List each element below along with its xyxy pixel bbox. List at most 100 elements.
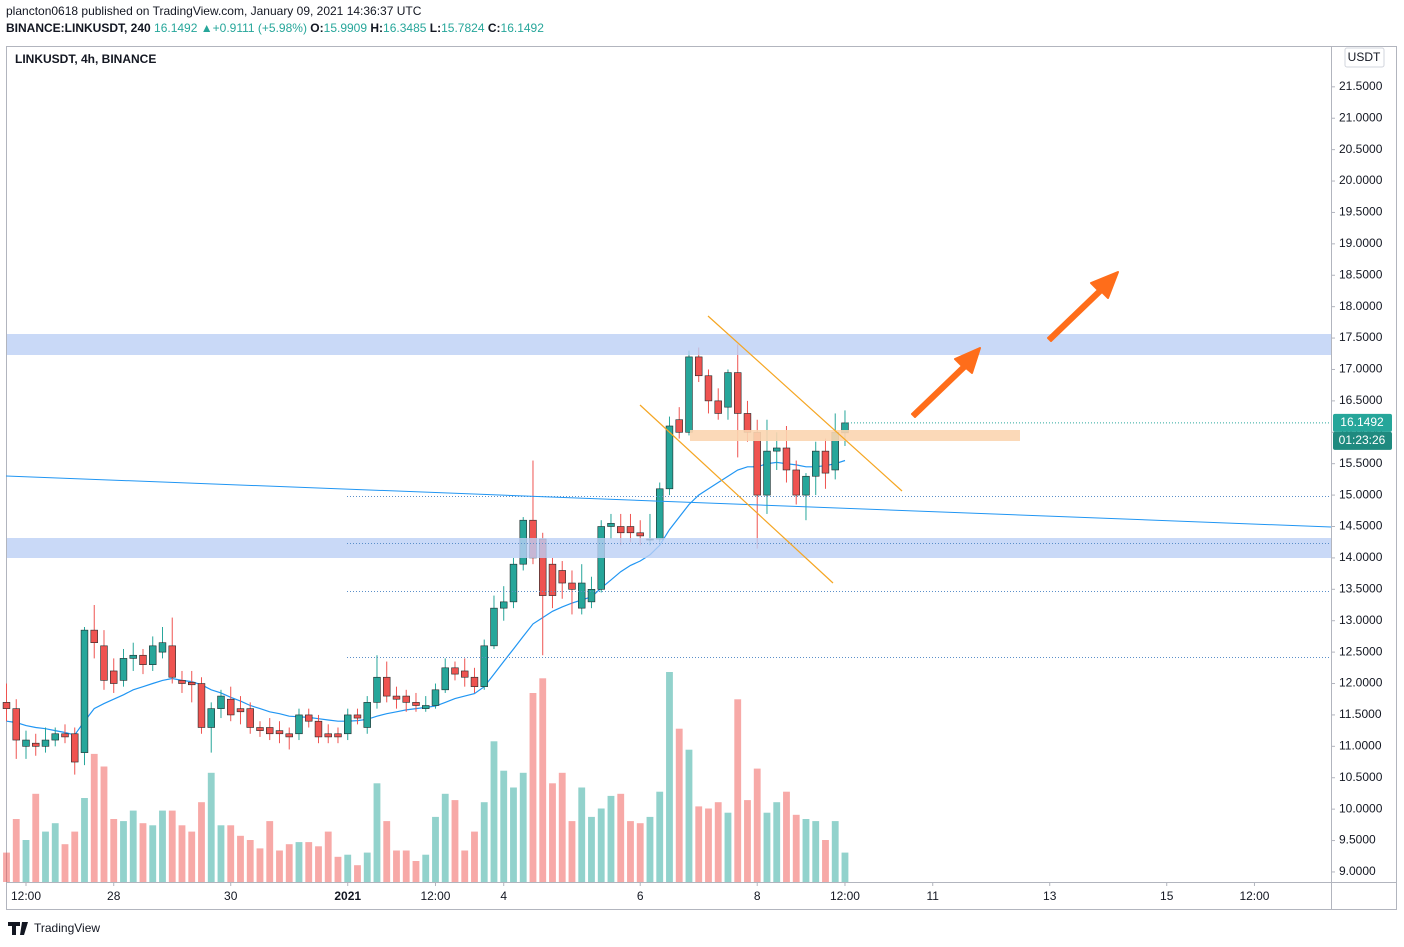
candle-body bbox=[470, 676, 479, 687]
candle-body bbox=[90, 629, 98, 643]
volume-bar bbox=[822, 840, 829, 882]
volume-bar bbox=[802, 819, 810, 882]
candle-body bbox=[2, 702, 11, 709]
x-tick-label: 4 bbox=[500, 889, 507, 903]
x-tick-label: 12:00 bbox=[830, 889, 860, 903]
y-tick-label: 12.5000 bbox=[1339, 644, 1383, 658]
volume-bar bbox=[295, 842, 303, 882]
candle-body bbox=[100, 645, 108, 681]
volume-bar bbox=[597, 808, 605, 882]
volume-bar bbox=[110, 819, 118, 882]
candle-body bbox=[792, 469, 800, 496]
x-tick-label: 6 bbox=[637, 889, 644, 903]
y-tick-label: 14.5000 bbox=[1339, 519, 1383, 533]
volume-bar bbox=[334, 856, 342, 882]
candle-body bbox=[178, 680, 186, 684]
chart-title: LINKUSDT, 4h, BINANCE bbox=[15, 52, 156, 66]
volume-bar bbox=[159, 810, 166, 882]
volume-bar bbox=[441, 793, 449, 882]
volume-bar bbox=[646, 816, 654, 882]
open-value: 15.9909 bbox=[324, 21, 368, 35]
candle-body bbox=[782, 447, 791, 471]
volume-bar bbox=[480, 802, 488, 882]
volume-bar bbox=[412, 861, 420, 882]
volume-bar bbox=[695, 806, 703, 882]
volume-bar bbox=[217, 825, 225, 882]
volume-bar bbox=[129, 810, 137, 882]
candle-body bbox=[490, 607, 498, 647]
candle-body bbox=[197, 683, 206, 728]
candle-body bbox=[373, 676, 381, 703]
candle-body bbox=[587, 589, 596, 603]
x-tick-label: 30 bbox=[224, 889, 238, 903]
y-tick-label: 11.5000 bbox=[1339, 707, 1382, 721]
candle-body bbox=[743, 413, 752, 433]
last-price: 16.1492 bbox=[154, 21, 198, 35]
candle-body bbox=[617, 526, 625, 534]
header: plancton0618 published on TradingView.co… bbox=[6, 4, 544, 35]
candle-body bbox=[158, 642, 167, 653]
change: +0.9111 (+5.98%) bbox=[213, 21, 307, 35]
h-key: H: bbox=[370, 21, 383, 35]
candle-body bbox=[480, 645, 488, 687]
volume-bar bbox=[529, 693, 537, 882]
candle-body bbox=[461, 670, 469, 678]
candle-body bbox=[402, 695, 410, 703]
candle-body bbox=[22, 739, 30, 747]
volume-bar bbox=[422, 854, 430, 882]
channel-lower bbox=[639, 404, 834, 584]
x-tick-label: 13 bbox=[1043, 889, 1057, 903]
candle-body bbox=[821, 450, 830, 474]
candle-body bbox=[305, 714, 313, 722]
x-tick-label: 12:00 bbox=[420, 889, 450, 903]
volume-bar bbox=[461, 850, 469, 882]
candle-body bbox=[578, 582, 586, 609]
y-tick-label: 10.0000 bbox=[1339, 801, 1383, 815]
x-tick-label: 28 bbox=[107, 889, 121, 903]
candle-body bbox=[344, 714, 352, 735]
volume-bar bbox=[256, 848, 264, 882]
breakout-zone bbox=[690, 430, 1020, 441]
channel-upper bbox=[707, 315, 903, 492]
symbol: BINANCE:LINKUSDT, 240 bbox=[6, 21, 151, 35]
volume-bar bbox=[207, 772, 215, 882]
volume-bar bbox=[81, 798, 88, 882]
volume-bar bbox=[831, 821, 839, 882]
volume-bar bbox=[168, 810, 176, 882]
y-tick-label: 12.0000 bbox=[1339, 676, 1383, 690]
volume-bar bbox=[246, 840, 254, 882]
y-tick-label: 13.0000 bbox=[1339, 613, 1383, 627]
brand: TradingView bbox=[34, 921, 100, 935]
volume-bar bbox=[227, 825, 235, 882]
volume-bar bbox=[363, 852, 371, 882]
candle-body bbox=[734, 372, 742, 414]
candle-body bbox=[665, 425, 674, 490]
candle-body bbox=[568, 582, 576, 590]
volume-bar bbox=[588, 816, 595, 882]
y-tick-label: 21.5000 bbox=[1339, 79, 1383, 93]
volume-bar bbox=[178, 825, 186, 882]
volume-bar bbox=[763, 812, 771, 882]
y-tick-label: 18.5000 bbox=[1339, 267, 1383, 281]
volume-bar bbox=[266, 821, 274, 882]
y-tick-label: 20.0000 bbox=[1339, 173, 1383, 187]
candle-body bbox=[168, 645, 176, 678]
candle-body bbox=[207, 708, 215, 728]
volume-bar bbox=[42, 831, 49, 882]
volume-bar bbox=[500, 770, 508, 882]
candle-body bbox=[675, 419, 683, 433]
y-tick-label: 19.5000 bbox=[1339, 205, 1383, 219]
candle-body bbox=[71, 733, 79, 763]
volume-bar bbox=[753, 768, 761, 882]
candle-body bbox=[763, 450, 771, 496]
volume-bar bbox=[812, 821, 820, 882]
volume-bar bbox=[285, 844, 293, 882]
volume-bar bbox=[724, 812, 732, 882]
candle-body bbox=[724, 372, 732, 408]
volume-bar bbox=[354, 865, 361, 882]
volume-bar bbox=[705, 808, 712, 882]
countdown: 01:23:26 bbox=[1339, 433, 1386, 447]
volume-bar bbox=[607, 795, 615, 882]
candle-body bbox=[753, 431, 761, 496]
